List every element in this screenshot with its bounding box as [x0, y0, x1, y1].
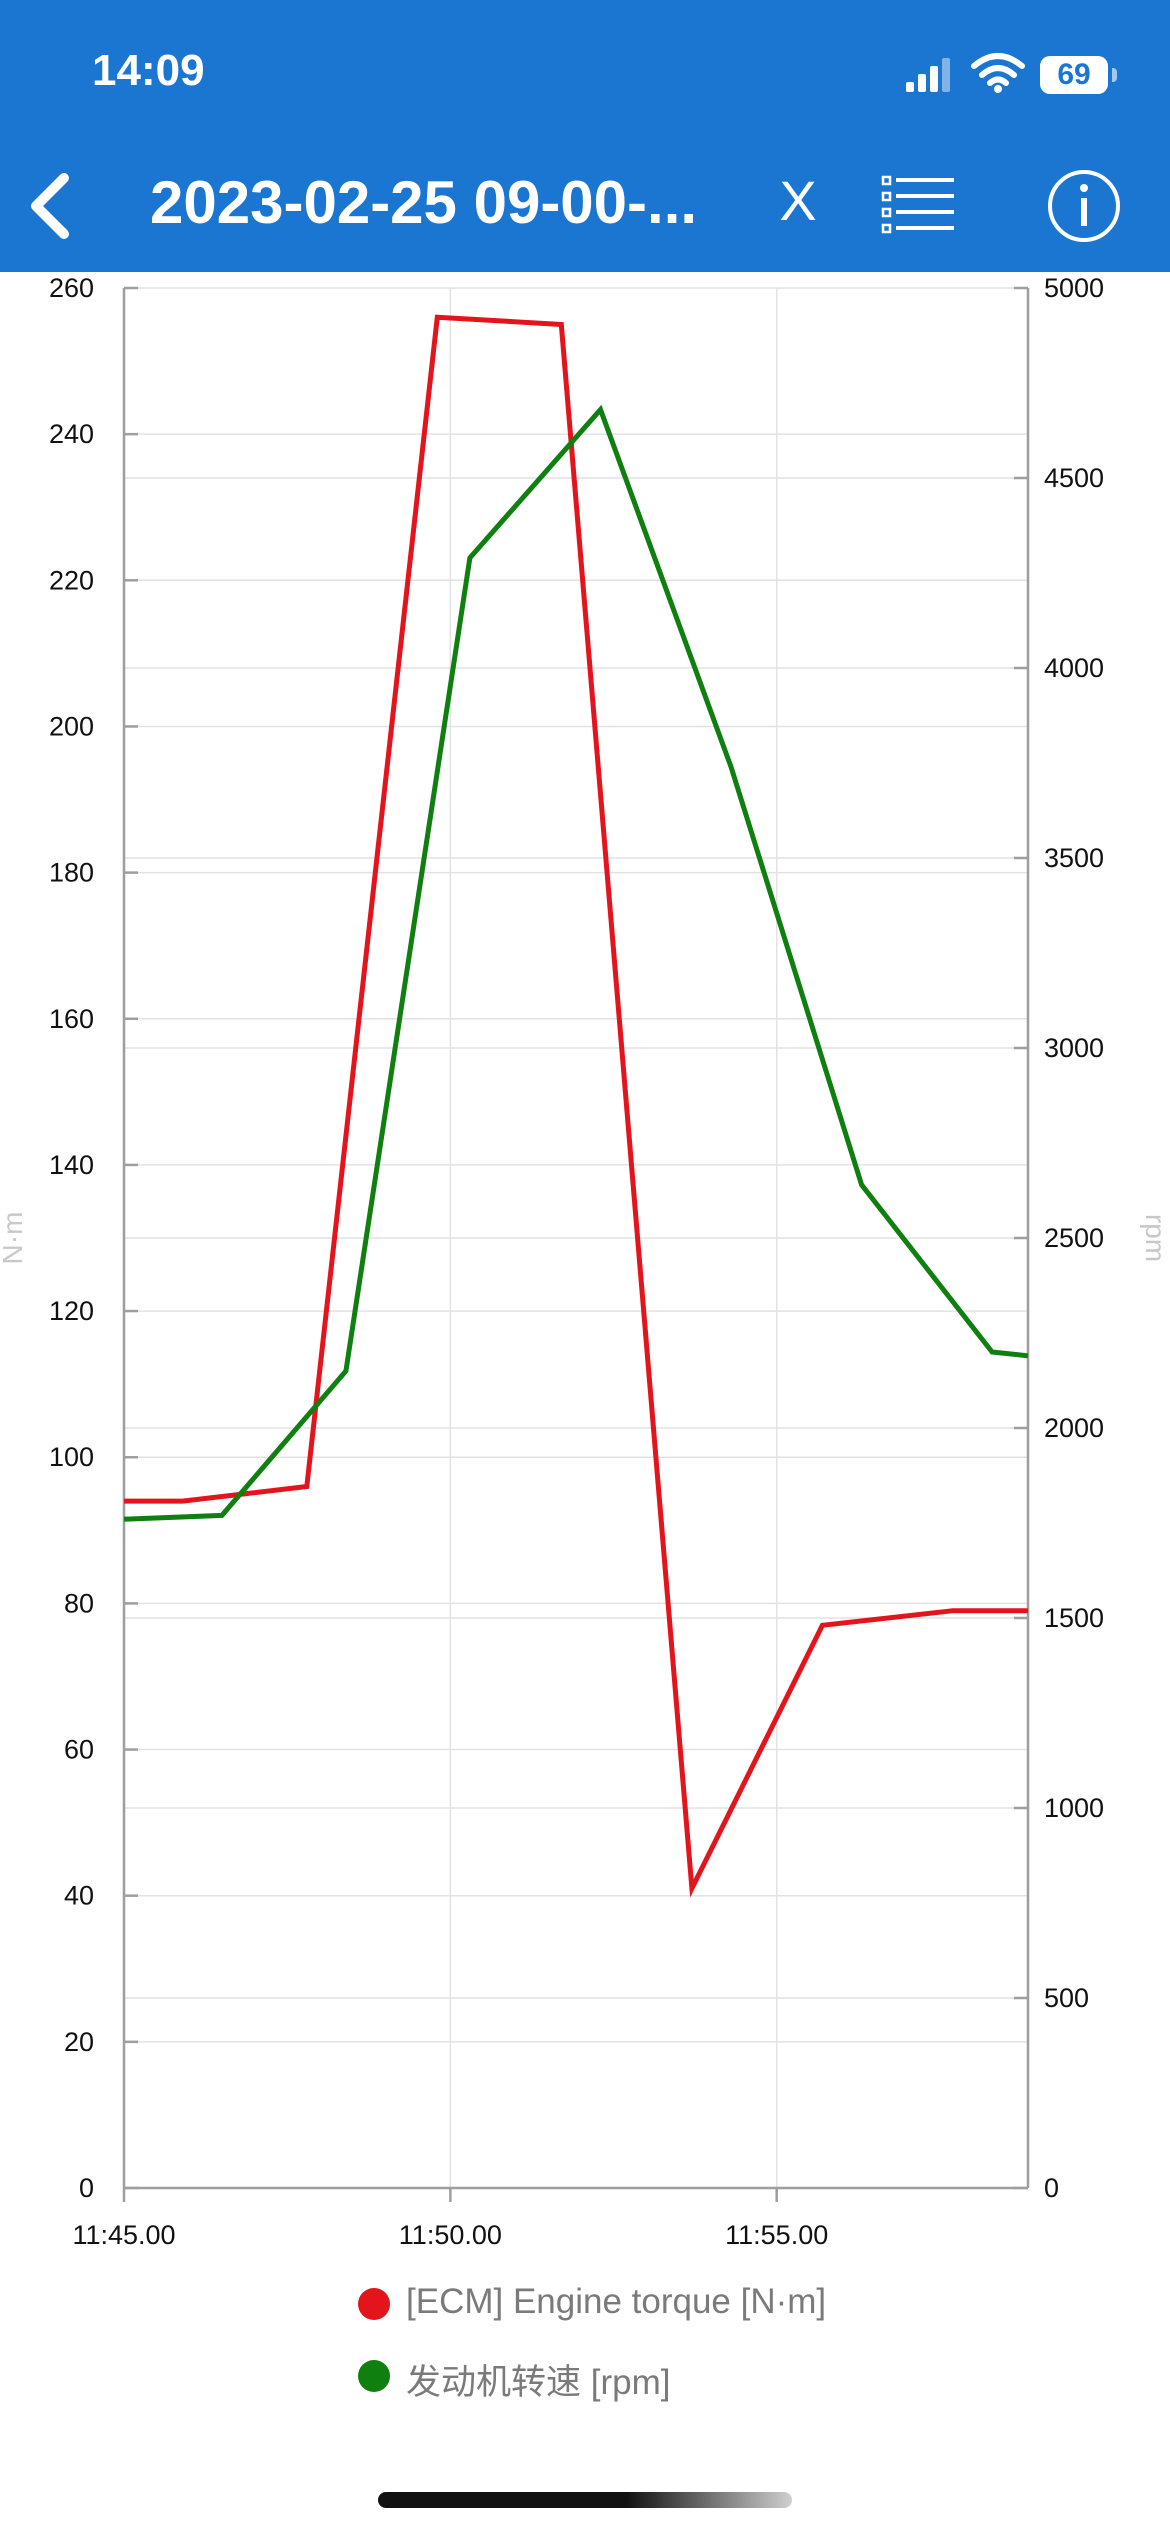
right-tick-label: 4000	[1044, 653, 1104, 683]
x-tick-label: 11:50.00	[399, 2220, 502, 2250]
left-tick-label: 220	[49, 565, 94, 595]
list-icon	[881, 175, 954, 234]
series-lines	[123, 314, 1029, 1898]
right-axis-label: rpm	[1140, 1214, 1170, 1262]
x-tick-label: 11:45.00	[72, 2220, 175, 2250]
right-tick-label: 4500	[1044, 463, 1104, 493]
left-tick-label: 20	[64, 2027, 94, 2057]
left-tick-label: 120	[49, 1296, 94, 1326]
legend-label-torque: [ECM] Engine torque [N·m]	[406, 2282, 827, 2321]
left-tick-label: 240	[49, 419, 94, 449]
legend-label-rpm: 发动机转速 [rpm]	[406, 2363, 671, 2402]
cellular-signal-icon	[906, 58, 950, 92]
back-button[interactable]	[18, 166, 82, 246]
right-tick-label: 2500	[1044, 1223, 1104, 1253]
right-tick-label: 2000	[1044, 1413, 1104, 1443]
app-header: 14:09 69 2023-02-25 09-00-... X	[0, 0, 1170, 272]
list-button[interactable]	[880, 174, 956, 241]
x-tick-label: 11:55.00	[725, 2220, 828, 2250]
right-tick-label: 3000	[1044, 1033, 1104, 1063]
left-tick-label: 60	[64, 1735, 94, 1765]
status-time: 14:09	[92, 46, 205, 95]
info-icon	[1048, 170, 1120, 242]
line-chart: 0 20 40 60 80 100 120 140 160 180 200 220 240 260 0 500…	[0, 273, 1170, 2250]
page-title: 2023-02-25 09-00-...	[150, 169, 698, 236]
left-tick-label: 140	[49, 1150, 94, 1180]
info-button[interactable]	[1046, 168, 1122, 249]
right-tick-label: 500	[1044, 1983, 1089, 2013]
right-tick-label: 1500	[1044, 1603, 1104, 1633]
left-axis-label: N·m	[0, 1212, 28, 1265]
left-tick-label: 100	[49, 1442, 94, 1472]
wifi-icon	[971, 53, 1025, 93]
battery-indicator: 69	[1040, 56, 1108, 94]
left-tick-label: 160	[49, 1004, 94, 1034]
left-tick-label: 0	[79, 2173, 94, 2203]
series-line-torque	[124, 314, 1028, 1898]
close-button[interactable]: X	[779, 169, 817, 232]
right-tick-label: 3500	[1044, 843, 1104, 873]
right-tick-label: 0	[1044, 2173, 1059, 2203]
left-tick-label: 40	[64, 1881, 94, 1911]
left-tick-label: 260	[49, 273, 94, 303]
left-tick-label: 200	[49, 711, 94, 741]
tick-labels: 0 20 40 60 80 100 120 140 160 180 200 220 240 260 0 500…	[49, 273, 1104, 2250]
right-tick-label: 1000	[1044, 1793, 1104, 1823]
home-indicator	[378, 2492, 792, 2508]
left-tick-label: 80	[64, 1588, 94, 1618]
left-tick-label: 180	[49, 858, 94, 888]
chevron-left-icon	[31, 173, 69, 239]
right-tick-label: 5000	[1044, 273, 1104, 303]
axes	[122, 286, 1030, 2202]
series-line-rpm	[123, 404, 1029, 1522]
legend-dot-torque	[358, 2288, 390, 2320]
battery-nub	[1112, 68, 1117, 82]
grid	[124, 287, 1028, 2188]
legend-dot-rpm	[358, 2360, 390, 2392]
